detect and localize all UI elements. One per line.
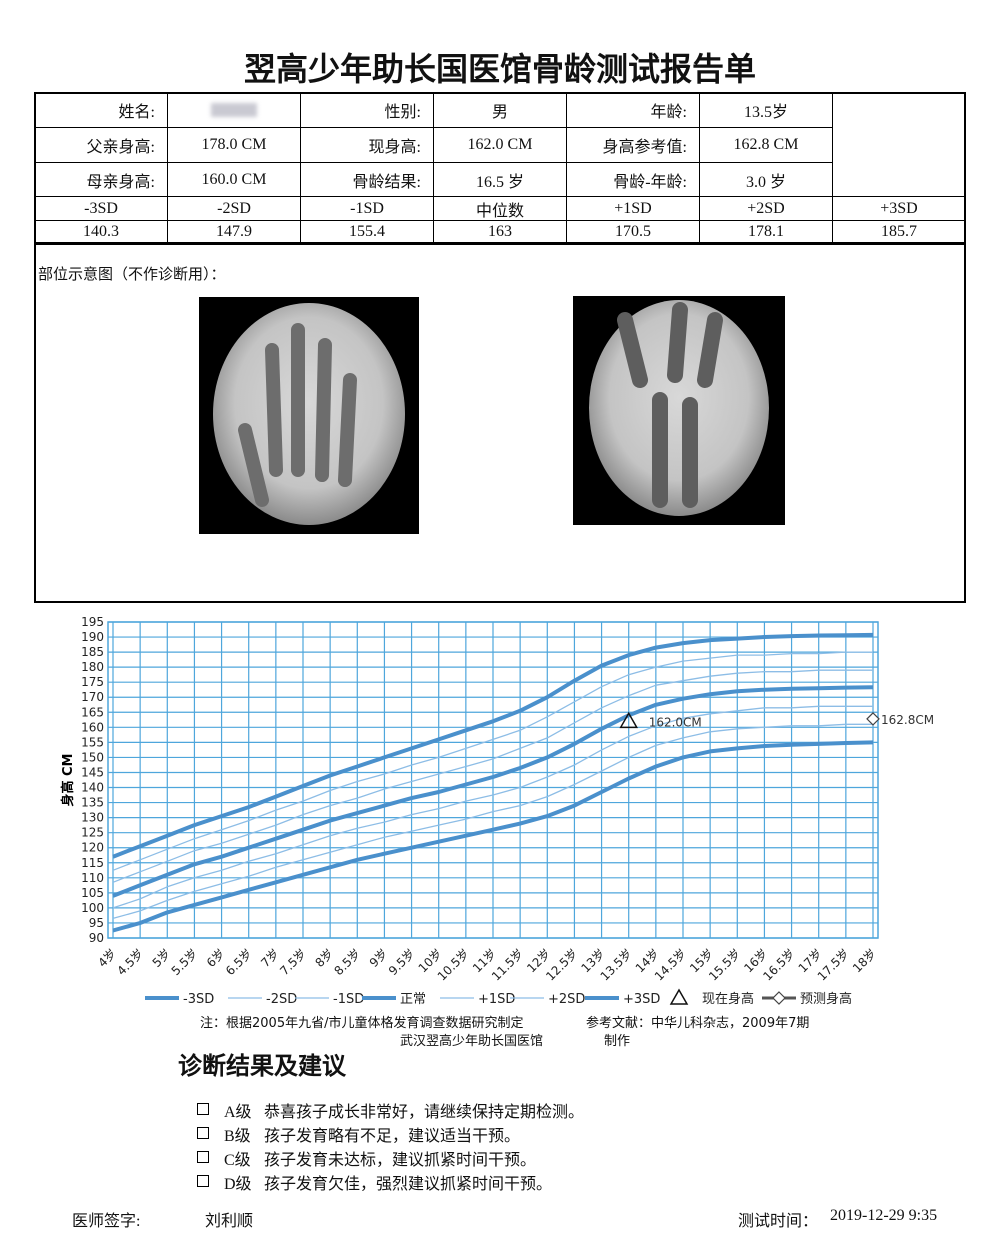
note-reference: 参考文献：中华儿科杂志，2009年7期 [586, 1016, 810, 1031]
test-time: 2019-12-29 9:35 [830, 1207, 938, 1224]
legend-label: 预测身高 [800, 991, 852, 1007]
x-tick-label: 18岁 [849, 946, 879, 976]
x-tick-label: 9.5岁 [385, 946, 418, 979]
blurred-name [211, 103, 257, 117]
xray-wrist [573, 296, 785, 525]
y-tick-label: 95 [89, 916, 104, 930]
note-source: 注：根据2005年九省/市儿童体格发育调查数据研究制定 [200, 1016, 524, 1031]
height-marker [866, 712, 880, 726]
y-tick-label: 110 [81, 871, 104, 885]
note-made: 制作 [604, 1034, 631, 1049]
image-caption: 部位示意图（不作诊断用）： [38, 267, 226, 283]
growth-line [112, 651, 873, 871]
option-grade: D级 [224, 1176, 252, 1193]
checkbox [197, 1127, 209, 1139]
y-tick-label: 155 [81, 735, 104, 749]
x-tick-label: 5.5岁 [168, 946, 201, 979]
y-tick-label: 130 [81, 811, 104, 825]
x-tick-label: 7.5岁 [277, 946, 310, 979]
option-text: 孩子发育未达标，建议抓紧时间干预。 [264, 1152, 537, 1169]
option-grade: B级 [224, 1128, 251, 1145]
checkbox [197, 1175, 209, 1187]
y-tick-label: 160 [81, 720, 104, 734]
y-tick-label: 140 [81, 781, 104, 795]
legend-label: +2SD [548, 992, 585, 1007]
y-tick-label: 100 [81, 901, 104, 915]
growth-line [112, 685, 874, 898]
data-label: 162.8CM [881, 713, 934, 727]
legend-label: +3SD [623, 992, 660, 1007]
option-text: 孩子发育欠佳，强烈建议抓紧时间干预。 [264, 1176, 553, 1193]
y-tick-label: 105 [81, 886, 104, 900]
growth-line [112, 723, 873, 920]
time-label: 测试时间： [738, 1213, 819, 1230]
y-tick-label: 150 [81, 750, 104, 764]
y-tick-label: 145 [81, 765, 104, 779]
growth-line [112, 669, 873, 883]
legend-label: +1SD [478, 992, 515, 1007]
diagnosis-title: 诊断结果及建议 [178, 1052, 346, 1080]
y-tick-label: 115 [81, 856, 104, 870]
table-border [34, 92, 966, 244]
checkbox [197, 1151, 209, 1163]
legend-label: -1SD [333, 992, 364, 1007]
xray-hand [199, 297, 419, 534]
x-tick-label: 4.5岁 [114, 946, 147, 979]
height-marker [619, 711, 639, 729]
legend-label: -2SD [266, 992, 297, 1007]
y-tick-label: 170 [81, 690, 104, 704]
option-grade: A级 [224, 1104, 252, 1121]
y-tick-label: 165 [81, 705, 104, 719]
legend-label: -3SD [183, 992, 214, 1007]
option-text: 孩子发育略有不足，建议适当干预。 [264, 1128, 521, 1145]
y-tick-label: 125 [81, 826, 104, 840]
legend-label: 正常 [400, 992, 426, 1007]
y-tick-label: 135 [81, 796, 104, 810]
y-tick-label: 180 [81, 660, 104, 674]
x-tick-label: 6.5岁 [222, 946, 255, 979]
y-axis-label: 身高 CM [60, 753, 76, 806]
y-tick-label: 195 [81, 615, 104, 629]
y-tick-label: 175 [81, 675, 104, 689]
checkbox [197, 1103, 209, 1115]
legend-marker [772, 991, 786, 1005]
doctor-label: 医师签字: [72, 1213, 141, 1230]
data-label: 162.0CM [649, 715, 702, 729]
option-text: 恭喜孩子成长非常好，请继续保持定期检测。 [264, 1104, 585, 1121]
legend-marker [669, 988, 689, 1005]
growth-line [112, 705, 873, 909]
y-tick-label: 190 [81, 630, 104, 644]
note-maker: 武汉翌高少年助长国医馆 [400, 1034, 544, 1049]
y-tick-label: 120 [81, 841, 104, 855]
doctor-name: 刘利顺 [205, 1213, 254, 1230]
y-tick-label: 185 [81, 645, 104, 659]
growth-line [112, 632, 874, 859]
x-tick-label: 8.5岁 [331, 946, 364, 979]
y-tick-label: 90 [89, 931, 104, 945]
option-grade: C级 [224, 1152, 251, 1169]
report-title: 翌高少年助长国医馆骨龄测试报告单 [243, 50, 756, 88]
image-box [34, 243, 966, 603]
growth-line [112, 740, 874, 933]
legend-label: 现在身高 [702, 991, 754, 1007]
